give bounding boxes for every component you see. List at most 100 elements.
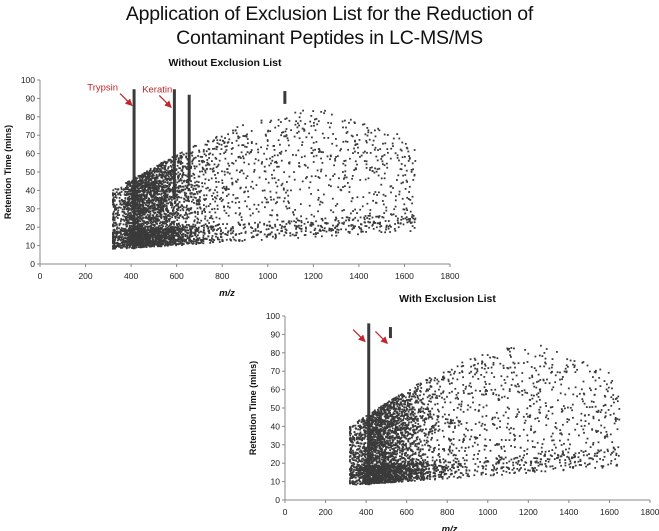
- c1-point: [219, 227, 221, 229]
- c1-point: [135, 192, 138, 195]
- c1-point: [366, 134, 369, 137]
- c1-point: [122, 214, 124, 217]
- c1-point: [117, 214, 119, 216]
- c1-point: [165, 200, 167, 203]
- c1-point: [178, 222, 180, 225]
- c1-point: [144, 225, 147, 228]
- c1-x-tick-label: 400: [124, 271, 138, 281]
- c1-point: [163, 166, 166, 169]
- c1-point: [180, 188, 183, 191]
- c1-point: [215, 235, 217, 238]
- c1-point: [151, 177, 154, 180]
- c1-point: [142, 237, 145, 239]
- c1-point: [136, 238, 139, 240]
- c1-point: [345, 132, 348, 134]
- c2-point: [572, 363, 574, 366]
- c1-point: [159, 198, 161, 201]
- c1-point: [169, 196, 172, 199]
- c1-point: [374, 129, 376, 132]
- c1-point: [121, 233, 124, 236]
- c1-point: [289, 234, 292, 237]
- c1-point: [261, 161, 263, 163]
- c1-point: [165, 198, 167, 201]
- c1-point: [154, 238, 157, 241]
- c1-point: [138, 215, 141, 217]
- c1-point: [185, 156, 187, 159]
- c1-point: [221, 198, 224, 201]
- c1-point: [163, 160, 166, 163]
- c1-point: [119, 222, 122, 225]
- c1-point: [212, 198, 214, 201]
- c1-point: [212, 225, 215, 228]
- c1-point: [125, 237, 128, 240]
- c1-point: [195, 241, 198, 243]
- c1-point: [254, 221, 256, 224]
- c1-point: [267, 233, 270, 236]
- c1-point: [255, 184, 258, 186]
- c1-point: [190, 167, 192, 169]
- c1-point: [131, 211, 134, 213]
- c1-point: [190, 175, 193, 177]
- c1-point: [224, 151, 227, 153]
- c1-point: [372, 220, 375, 223]
- c1-point: [402, 208, 405, 211]
- c1-point: [342, 171, 344, 173]
- c1-point: [112, 193, 114, 196]
- c2-point: [508, 472, 511, 474]
- c1-point: [193, 232, 196, 235]
- c1-point: [120, 218, 123, 220]
- c1-point: [256, 233, 259, 236]
- c1-point: [263, 222, 266, 225]
- c1-point: [399, 168, 402, 170]
- c1-point: [112, 242, 115, 245]
- c1-point: [161, 243, 164, 246]
- c1-point: [285, 134, 288, 136]
- c1-point: [162, 234, 165, 237]
- c1-point: [127, 188, 130, 191]
- c1-point: [127, 202, 129, 205]
- c1-point: [325, 222, 328, 225]
- c1-point: [157, 207, 159, 209]
- c1-point: [327, 137, 330, 139]
- c1-point: [166, 185, 169, 188]
- c1-point: [123, 203, 126, 205]
- c1-point: [164, 194, 167, 197]
- c1-point: [124, 236, 126, 239]
- c1-point: [396, 154, 399, 157]
- c1-point: [203, 232, 206, 235]
- c1-point: [169, 212, 171, 215]
- c1-point: [199, 196, 201, 198]
- c1-point: [121, 246, 124, 249]
- c2-point: [395, 425, 397, 428]
- c1-point: [349, 118, 352, 121]
- c1-point: [221, 187, 224, 189]
- c1-point: [330, 209, 332, 212]
- c2-point: [357, 422, 359, 425]
- c1-point: [346, 140, 349, 143]
- c1-point: [158, 206, 161, 209]
- c1-point: [392, 137, 395, 140]
- c1-point: [209, 239, 211, 241]
- c1-point: [162, 240, 165, 243]
- c1-point: [127, 235, 130, 237]
- c2-point: [465, 459, 468, 462]
- c1-point: [150, 194, 152, 197]
- c1-point: [114, 194, 117, 197]
- c1-point: [325, 174, 327, 177]
- c1-point: [119, 229, 122, 231]
- c1-point: [141, 202, 144, 205]
- c1-point: [378, 191, 380, 194]
- c1-point: [221, 182, 224, 184]
- c1-point: [396, 219, 399, 222]
- c1-point: [193, 219, 196, 222]
- c2-y-tick-label: 60: [271, 385, 281, 395]
- c1-point: [281, 225, 283, 228]
- c2-point: [413, 395, 416, 397]
- c1-point: [155, 215, 158, 218]
- c1-point: [284, 135, 287, 138]
- c1-point: [130, 230, 133, 233]
- c1-point: [168, 182, 171, 185]
- c1-point: [244, 200, 247, 203]
- c1-point: [139, 190, 141, 192]
- c1-point: [381, 160, 384, 163]
